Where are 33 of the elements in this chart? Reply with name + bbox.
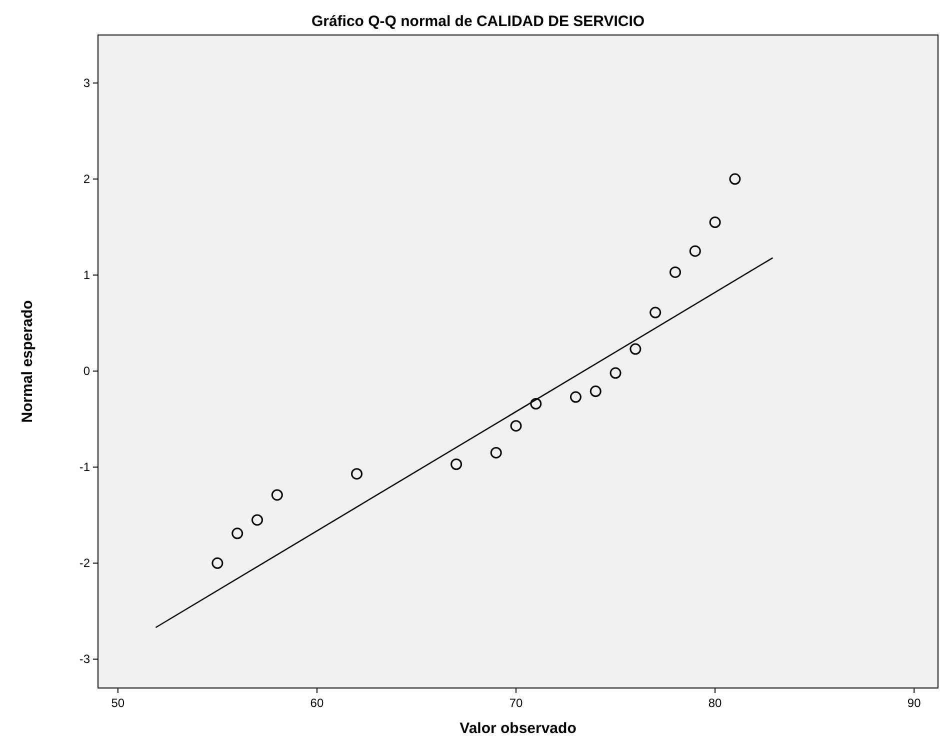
x-tick-label: 60 xyxy=(310,696,324,710)
x-tick-label: 70 xyxy=(509,696,524,710)
x-axis-title: Valor observado xyxy=(460,720,576,737)
point xyxy=(490,446,502,458)
point xyxy=(630,343,642,355)
point xyxy=(212,557,224,569)
point xyxy=(590,386,602,398)
y-tick-label: 3 xyxy=(83,76,90,90)
x-tick-label: 80 xyxy=(708,696,722,710)
y-tick-label: 0 xyxy=(83,364,90,378)
y-tick-label: 1 xyxy=(83,268,90,282)
point xyxy=(530,398,542,410)
point xyxy=(650,306,662,318)
point xyxy=(351,468,363,480)
y-tick-label: -1 xyxy=(79,460,90,474)
y-axis-title: Normal esperado xyxy=(19,300,36,423)
x-tick-label: 50 xyxy=(111,696,125,710)
chart-title: Gráfico Q-Q normal de CALIDAD DE SERVICIO xyxy=(311,13,645,30)
y-tick-label: 2 xyxy=(83,172,90,186)
point xyxy=(251,514,263,526)
x-tick-label: 90 xyxy=(907,696,922,710)
point xyxy=(610,367,622,379)
point xyxy=(450,458,462,470)
y-tick-label: -2 xyxy=(79,556,90,570)
point xyxy=(271,489,283,501)
y-tick-label: -3 xyxy=(79,652,90,666)
point xyxy=(232,528,244,540)
point xyxy=(670,266,681,278)
point xyxy=(689,245,701,257)
point xyxy=(570,391,582,403)
point xyxy=(709,216,721,228)
point xyxy=(729,173,741,185)
point xyxy=(510,420,522,432)
